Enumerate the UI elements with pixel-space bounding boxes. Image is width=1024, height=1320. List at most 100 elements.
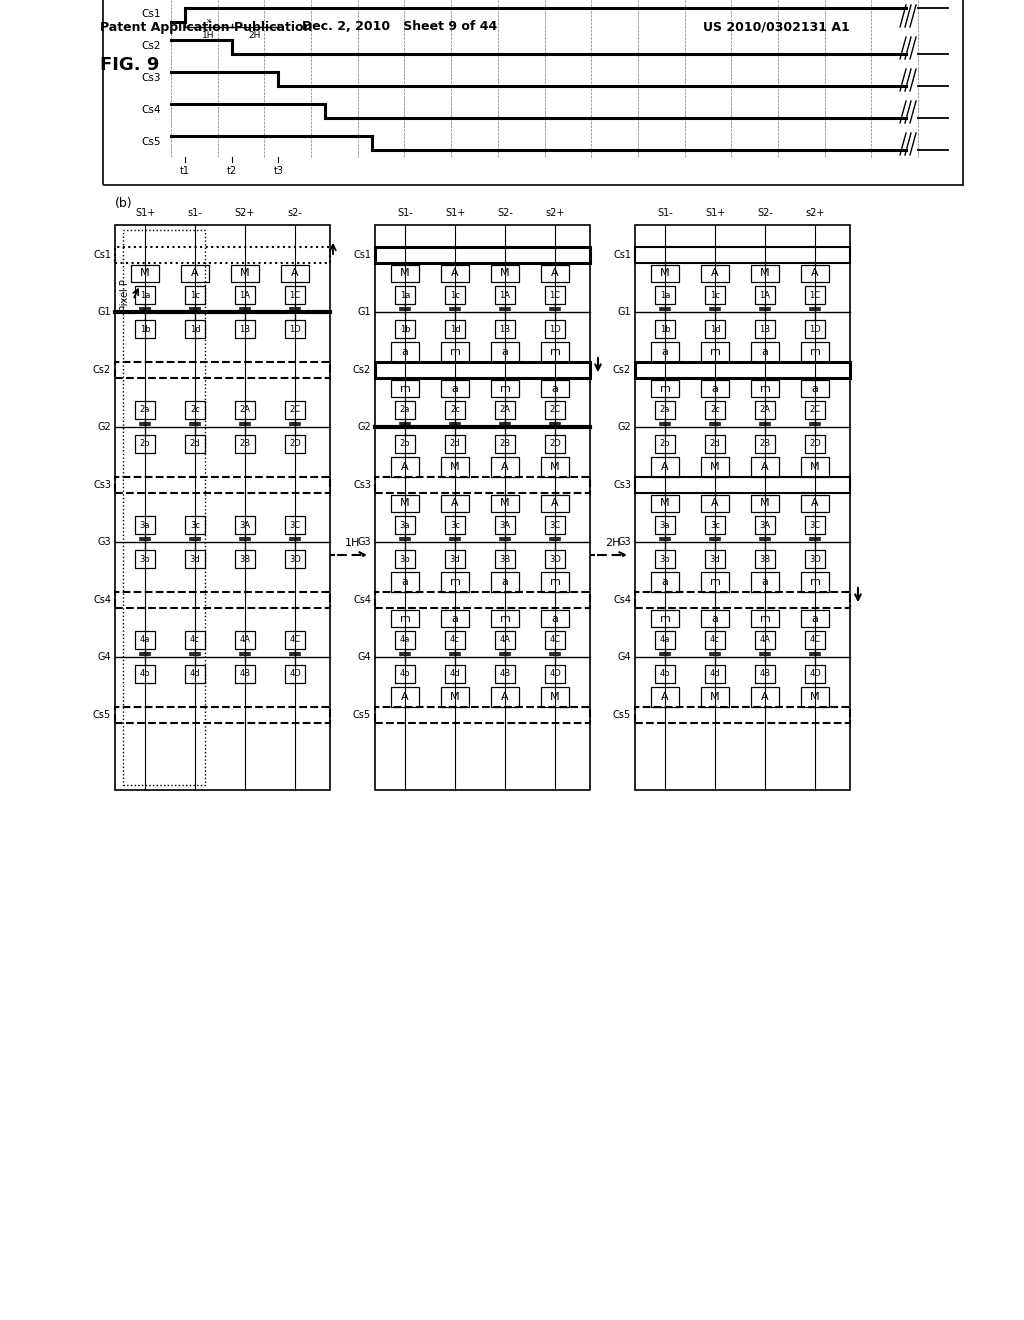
Text: 3d: 3d [710, 554, 720, 564]
Bar [234, 631, 255, 649]
Bar [375, 591, 590, 609]
Text: S2+: S2+ [234, 209, 255, 218]
Text: 2d: 2d [710, 440, 720, 449]
Bar [651, 380, 679, 397]
Bar [755, 436, 775, 453]
Text: a: a [712, 614, 719, 623]
Text: 3C: 3C [290, 520, 301, 529]
Bar [541, 610, 569, 627]
Bar [234, 516, 255, 535]
Bar [701, 380, 729, 397]
Bar [135, 401, 155, 418]
Bar [375, 362, 590, 378]
Text: A: A [452, 268, 459, 279]
Bar [495, 631, 515, 649]
Text: G2: G2 [357, 422, 371, 432]
Bar [490, 342, 519, 362]
Text: a: a [762, 347, 768, 356]
Text: G3: G3 [97, 537, 111, 546]
Text: 4B: 4B [500, 669, 511, 678]
Text: t3: t3 [273, 166, 284, 176]
Bar [375, 224, 590, 789]
Bar [185, 286, 205, 304]
Bar [805, 436, 825, 453]
Bar [234, 401, 255, 418]
Bar [185, 436, 205, 453]
Text: Pixel P: Pixel P [120, 279, 130, 312]
Bar [375, 708, 590, 723]
Text: 2B: 2B [760, 440, 771, 449]
Text: m: m [450, 347, 461, 356]
Bar [805, 319, 825, 338]
Bar [751, 457, 779, 477]
Bar [115, 362, 330, 378]
Text: 2a: 2a [659, 405, 670, 414]
Text: Cs3: Cs3 [93, 480, 111, 490]
Text: a: a [552, 384, 558, 393]
Text: S2-: S2- [497, 209, 513, 218]
Bar [234, 319, 255, 338]
Text: 1A: 1A [760, 290, 770, 300]
Text: Cs2: Cs2 [141, 41, 161, 51]
Text: A: A [191, 268, 199, 279]
Text: A: A [811, 499, 819, 508]
Bar [635, 591, 850, 609]
Text: M: M [711, 462, 720, 473]
Text: 4A: 4A [240, 635, 251, 644]
Bar [395, 665, 415, 682]
Text: a: a [401, 347, 409, 356]
Text: 2c: 2c [710, 405, 720, 414]
Text: 1B: 1B [240, 325, 251, 334]
Bar [115, 224, 330, 789]
Bar [705, 401, 725, 418]
Bar [495, 550, 515, 568]
Text: 1a: 1a [399, 290, 411, 300]
Text: G4: G4 [97, 652, 111, 663]
Text: 4b: 4b [399, 669, 411, 678]
Text: 1b: 1b [399, 325, 411, 334]
Bar [801, 380, 829, 397]
Text: 3D: 3D [809, 554, 821, 564]
Text: 2d: 2d [189, 440, 201, 449]
Bar [651, 572, 679, 591]
Text: 1H: 1H [202, 30, 215, 40]
Bar [805, 665, 825, 682]
Bar [285, 631, 305, 649]
Bar [635, 708, 850, 723]
Bar [755, 401, 775, 418]
Text: G4: G4 [357, 652, 371, 663]
Bar [375, 247, 590, 263]
Bar [701, 457, 729, 477]
Bar [541, 342, 569, 362]
Text: 3B: 3B [240, 554, 251, 564]
Text: G1: G1 [617, 308, 631, 317]
Text: 1a: 1a [140, 290, 151, 300]
Text: a: a [452, 614, 459, 623]
Text: G4: G4 [617, 652, 631, 663]
Text: Cs2: Cs2 [93, 366, 111, 375]
Bar [751, 495, 779, 512]
Text: A: A [662, 462, 669, 473]
Text: M: M [810, 692, 820, 702]
Text: 2C: 2C [550, 405, 560, 414]
Text: m: m [659, 614, 671, 623]
Text: 4c: 4c [710, 635, 720, 644]
Text: S1-: S1- [657, 209, 673, 218]
Text: 1c: 1c [710, 290, 720, 300]
Bar [701, 686, 729, 708]
Text: 2D: 2D [549, 440, 561, 449]
Text: m: m [760, 614, 770, 623]
Text: 1B: 1B [760, 325, 771, 334]
Text: 3b: 3b [399, 554, 411, 564]
Text: 4c: 4c [190, 635, 200, 644]
Bar [445, 631, 465, 649]
Bar [541, 265, 569, 282]
Text: Dec. 2, 2010   Sheet 9 of 44: Dec. 2, 2010 Sheet 9 of 44 [302, 21, 498, 33]
Text: Cs4: Cs4 [353, 595, 371, 605]
Text: A: A [401, 692, 409, 702]
Bar [285, 550, 305, 568]
Text: 2a: 2a [140, 405, 151, 414]
Bar [755, 319, 775, 338]
Bar [185, 401, 205, 418]
Bar [135, 516, 155, 535]
